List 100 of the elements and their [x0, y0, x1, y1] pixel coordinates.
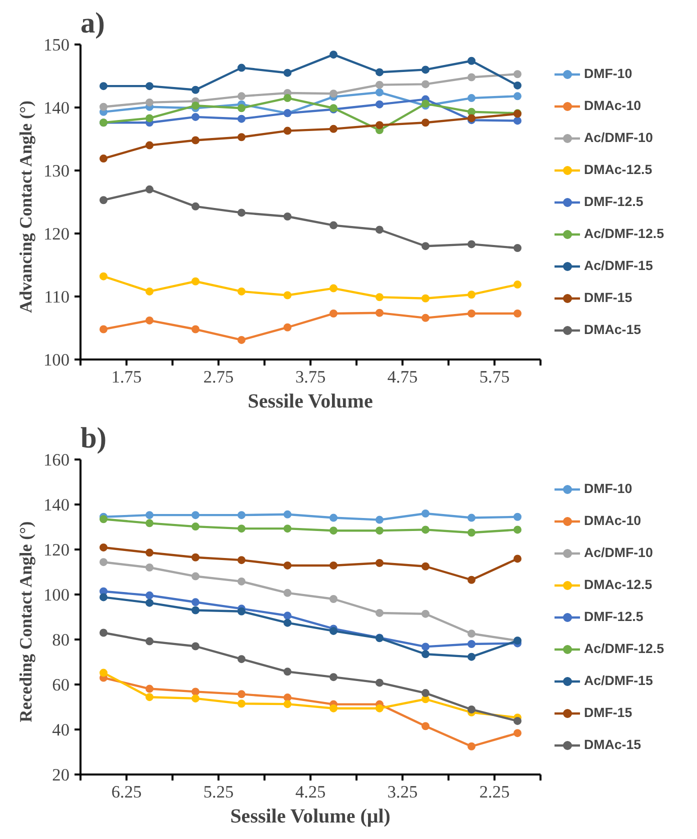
- point: [284, 700, 292, 708]
- y-tick-label: 130: [44, 162, 70, 180]
- point: [376, 526, 384, 535]
- point: [146, 564, 154, 572]
- point: [422, 642, 430, 651]
- x-tick-label: 3.75: [295, 368, 326, 386]
- x-axis-title: Sessile Volume: [248, 390, 373, 412]
- point: [192, 102, 200, 110]
- point: [100, 543, 108, 552]
- point: [100, 272, 108, 280]
- y-tick-label: 60: [52, 676, 70, 694]
- point: [146, 141, 154, 150]
- point: [514, 526, 522, 534]
- point: [330, 514, 338, 522]
- point: [422, 294, 430, 302]
- x-tick-label: 5.75: [479, 368, 510, 386]
- point: [376, 68, 384, 76]
- point: [284, 68, 292, 77]
- point: [192, 694, 200, 702]
- y-tick-label: 120: [44, 540, 70, 560]
- legend-label: Ac/DMF-10: [584, 130, 653, 145]
- point: [146, 287, 154, 296]
- point: [284, 561, 292, 570]
- point: [330, 310, 338, 318]
- legend-label: DMAc-15: [584, 322, 642, 337]
- point: [330, 90, 338, 98]
- point: [468, 705, 476, 714]
- point: [422, 510, 430, 518]
- legend-label: DMF-15: [584, 290, 632, 305]
- point: [468, 630, 476, 638]
- point: [192, 572, 200, 580]
- legend-label: Ac/DMF-15: [584, 258, 653, 273]
- point: [422, 610, 430, 618]
- point: [514, 70, 522, 78]
- x-tick-label: 2.75: [203, 368, 234, 386]
- point: [514, 512, 522, 521]
- point: [192, 642, 200, 650]
- legend-label: DMAc-12.5: [584, 577, 652, 592]
- point: [192, 136, 200, 144]
- point: [100, 82, 108, 90]
- legend-label: DMAc-10: [584, 98, 642, 113]
- point: [284, 510, 292, 518]
- point: [146, 598, 154, 607]
- point: [192, 688, 200, 696]
- point: [376, 704, 384, 712]
- point: [146, 693, 154, 702]
- y-tick-label: 120: [44, 224, 70, 244]
- point: [238, 133, 246, 142]
- point: [514, 280, 522, 289]
- y-axis-title: Receding Contact Angle (°): [16, 521, 36, 722]
- point: [468, 640, 476, 648]
- point: [238, 287, 246, 296]
- point: [376, 88, 384, 96]
- point: [376, 559, 384, 567]
- legend-label: Ac/DMF-15: [584, 673, 653, 688]
- legend-label: DMAc-12.5: [584, 162, 652, 177]
- point: [514, 729, 522, 738]
- point: [238, 336, 246, 344]
- y-tick-label: 160: [44, 450, 70, 470]
- point: [146, 519, 154, 528]
- point: [192, 86, 200, 94]
- point: [146, 637, 154, 646]
- point: [514, 716, 522, 725]
- point: [192, 522, 200, 531]
- point: [422, 66, 430, 74]
- point: [284, 618, 292, 627]
- point: [238, 511, 246, 520]
- point: [146, 82, 154, 90]
- point: [192, 325, 200, 334]
- legend-label: DMF-10: [584, 481, 632, 496]
- y-tick-label: 100: [44, 350, 70, 370]
- point: [146, 185, 154, 194]
- point: [514, 116, 522, 125]
- chart-title: a): [80, 8, 105, 40]
- point: [100, 325, 108, 334]
- point: [284, 694, 292, 702]
- point: [146, 316, 154, 324]
- point: [100, 515, 108, 524]
- point: [376, 80, 384, 89]
- point: [422, 118, 430, 127]
- y-axis-title: Advancing Contact Angle (°): [16, 100, 36, 314]
- point: [422, 526, 430, 534]
- point: [468, 290, 476, 299]
- point: [514, 554, 522, 563]
- point: [468, 742, 476, 750]
- point: [422, 80, 430, 88]
- point: [100, 154, 108, 163]
- legend-label: Ac/DMF-12.5: [584, 641, 664, 656]
- point: [514, 244, 522, 252]
- point: [330, 595, 338, 603]
- legend-label: DMF-12.5: [584, 194, 644, 209]
- point: [146, 684, 154, 693]
- point: [238, 64, 246, 72]
- point: [238, 655, 246, 664]
- point: [376, 608, 384, 617]
- point: [468, 108, 476, 116]
- legend-label: DMF-12.5: [584, 609, 644, 624]
- point: [284, 212, 292, 220]
- point: [468, 240, 476, 248]
- point: [238, 208, 246, 217]
